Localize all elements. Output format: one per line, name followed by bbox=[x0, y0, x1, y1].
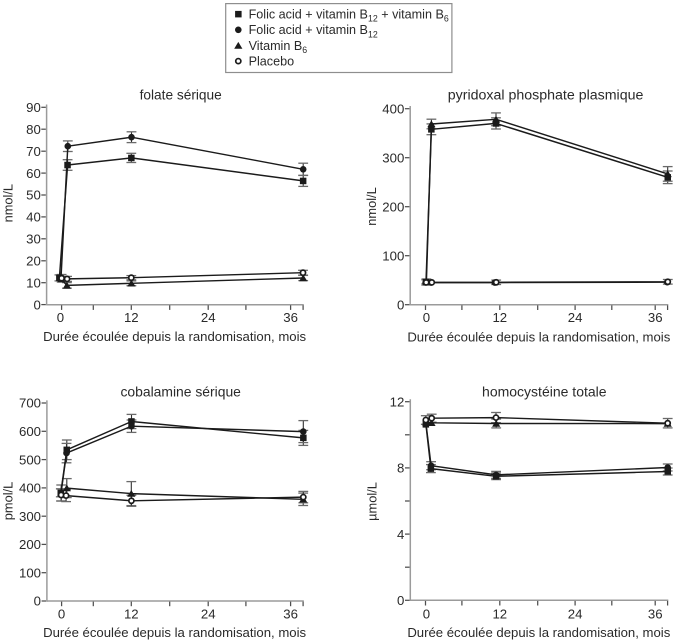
svg-text:36: 36 bbox=[283, 606, 298, 621]
svg-text:0: 0 bbox=[58, 606, 65, 621]
svg-text:24: 24 bbox=[568, 310, 583, 325]
svg-text:50: 50 bbox=[26, 188, 41, 203]
svg-text:12: 12 bbox=[492, 310, 507, 325]
svg-text:0: 0 bbox=[423, 310, 430, 325]
svg-text:300: 300 bbox=[19, 509, 41, 524]
svg-text:36: 36 bbox=[648, 310, 663, 325]
svg-text:homocystéine totale: homocystéine totale bbox=[482, 384, 607, 400]
svg-text:60: 60 bbox=[26, 166, 41, 181]
svg-text:10: 10 bbox=[26, 275, 41, 290]
svg-text:400: 400 bbox=[19, 481, 41, 496]
svg-text:0: 0 bbox=[397, 593, 404, 608]
svg-text:100: 100 bbox=[382, 248, 404, 263]
svg-text:24: 24 bbox=[201, 310, 216, 325]
svg-text:Folic acid + vitamin B12: Folic acid + vitamin B12 bbox=[249, 23, 378, 39]
svg-text:pyridoxal phosphate plasmique: pyridoxal phosphate plasmique bbox=[448, 88, 644, 104]
svg-text:12: 12 bbox=[124, 310, 139, 325]
svg-text:µmol/L: µmol/L bbox=[364, 482, 379, 521]
svg-text:Durée écoulée depuis la random: Durée écoulée depuis la randomisation, m… bbox=[407, 625, 670, 640]
svg-text:4: 4 bbox=[397, 527, 404, 542]
svg-text:nmol/L: nmol/L bbox=[1, 184, 16, 222]
svg-text:70: 70 bbox=[26, 144, 41, 159]
svg-text:30: 30 bbox=[26, 232, 41, 247]
svg-text:Durée écoulée depuis la random: Durée écoulée depuis la randomisation, m… bbox=[43, 625, 306, 640]
svg-text:Durée écoulée depuis la random: Durée écoulée depuis la randomisation, m… bbox=[407, 329, 670, 344]
svg-text:24: 24 bbox=[568, 606, 583, 621]
svg-text:Durée écoulée depuis la random: Durée écoulée depuis la randomisation, m… bbox=[43, 329, 306, 344]
svg-text:36: 36 bbox=[648, 606, 663, 621]
svg-text:200: 200 bbox=[382, 199, 404, 214]
svg-text:300: 300 bbox=[382, 150, 404, 165]
svg-text:36: 36 bbox=[283, 310, 298, 325]
svg-text:400: 400 bbox=[382, 101, 404, 116]
svg-text:0: 0 bbox=[34, 594, 41, 609]
svg-text:40: 40 bbox=[26, 210, 41, 225]
svg-text:0: 0 bbox=[397, 297, 404, 312]
svg-text:Placebo: Placebo bbox=[249, 54, 295, 68]
svg-text:90: 90 bbox=[26, 100, 41, 115]
svg-text:600: 600 bbox=[19, 424, 41, 439]
svg-text:12: 12 bbox=[124, 606, 139, 621]
svg-text:80: 80 bbox=[26, 122, 41, 137]
svg-text:20: 20 bbox=[26, 254, 41, 269]
svg-text:0: 0 bbox=[33, 297, 40, 312]
svg-text:folate sérique: folate sérique bbox=[140, 88, 222, 103]
svg-text:700: 700 bbox=[19, 396, 41, 411]
svg-text:Folic acid + vitamin B12 + vit: Folic acid + vitamin B12 + vitamin B6 bbox=[249, 8, 449, 24]
svg-text:Vitamin B6: Vitamin B6 bbox=[249, 39, 308, 55]
svg-text:100: 100 bbox=[19, 565, 41, 580]
svg-text:500: 500 bbox=[19, 452, 41, 467]
svg-text:12: 12 bbox=[492, 606, 507, 621]
svg-text:nmol/L: nmol/L bbox=[364, 187, 379, 225]
svg-text:pmol/L: pmol/L bbox=[1, 482, 16, 520]
svg-text:24: 24 bbox=[201, 606, 216, 621]
svg-text:cobalamine sérique: cobalamine sérique bbox=[120, 383, 241, 399]
svg-text:0: 0 bbox=[423, 606, 430, 621]
svg-text:0: 0 bbox=[57, 310, 64, 325]
svg-text:12: 12 bbox=[390, 394, 405, 409]
svg-text:8: 8 bbox=[397, 461, 404, 476]
svg-text:200: 200 bbox=[19, 537, 41, 552]
